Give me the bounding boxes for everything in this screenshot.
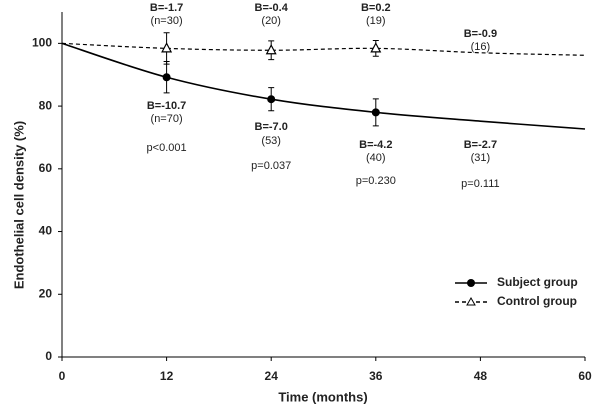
subject-annotation: B=-2.7 xyxy=(464,139,497,151)
subject-annotation: B=-7.0 xyxy=(255,121,288,133)
point xyxy=(371,108,380,117)
y-tick-label: 60 xyxy=(39,161,53,175)
subject-annotation: B=-4.2 xyxy=(359,139,392,151)
control-annotation: (16) xyxy=(471,41,491,53)
control-annotation: B=-0.9 xyxy=(464,28,497,40)
legend-label: Control group xyxy=(497,294,577,308)
point xyxy=(265,43,277,55)
x-tick-label: 48 xyxy=(474,369,488,383)
control-annotation: (19) xyxy=(366,15,386,27)
subject-annotation: (31) xyxy=(471,152,491,164)
subject-annotation: (53) xyxy=(261,135,281,147)
x-tick-label: 36 xyxy=(369,369,383,383)
x-axis-title: Time (months) xyxy=(278,389,367,404)
y-tick-label: 80 xyxy=(39,98,53,112)
y-tick-label: 0 xyxy=(45,349,52,363)
p-value: p<0.001 xyxy=(147,142,187,154)
control-annotation: (20) xyxy=(261,15,281,27)
point xyxy=(267,95,276,104)
x-tick-label: 12 xyxy=(160,369,174,383)
p-value: p=0.111 xyxy=(461,178,499,190)
control-annotation: (n=30) xyxy=(151,15,183,27)
x-tick-label: 24 xyxy=(265,369,279,383)
point xyxy=(161,42,173,53)
subject-annotation: (n=70) xyxy=(151,113,183,125)
subject-annotation: B=-10.7 xyxy=(147,100,186,112)
line xyxy=(61,42,586,130)
control-annotation: B=-0.4 xyxy=(255,2,289,14)
point xyxy=(162,73,171,82)
y-axis-title: Endothelial cell density (%) xyxy=(11,121,26,289)
subject-annotation: (40) xyxy=(366,152,386,164)
y-tick-label: 20 xyxy=(39,286,53,300)
y-tick-label: 100 xyxy=(32,36,52,50)
p-value: p=0.037 xyxy=(251,160,291,172)
legend-marker xyxy=(467,279,475,287)
control-annotation: B=-1.7 xyxy=(150,2,183,14)
y-tick-label: 40 xyxy=(39,224,53,238)
x-tick-label: 60 xyxy=(578,369,592,383)
p-value: p=0.230 xyxy=(356,175,396,187)
point xyxy=(370,42,382,53)
control-annotation: B=0.2 xyxy=(361,2,391,14)
legend-label: Subject group xyxy=(497,275,578,289)
x-tick-label: 0 xyxy=(59,369,66,383)
line xyxy=(61,42,586,56)
legend-marker xyxy=(466,296,476,306)
